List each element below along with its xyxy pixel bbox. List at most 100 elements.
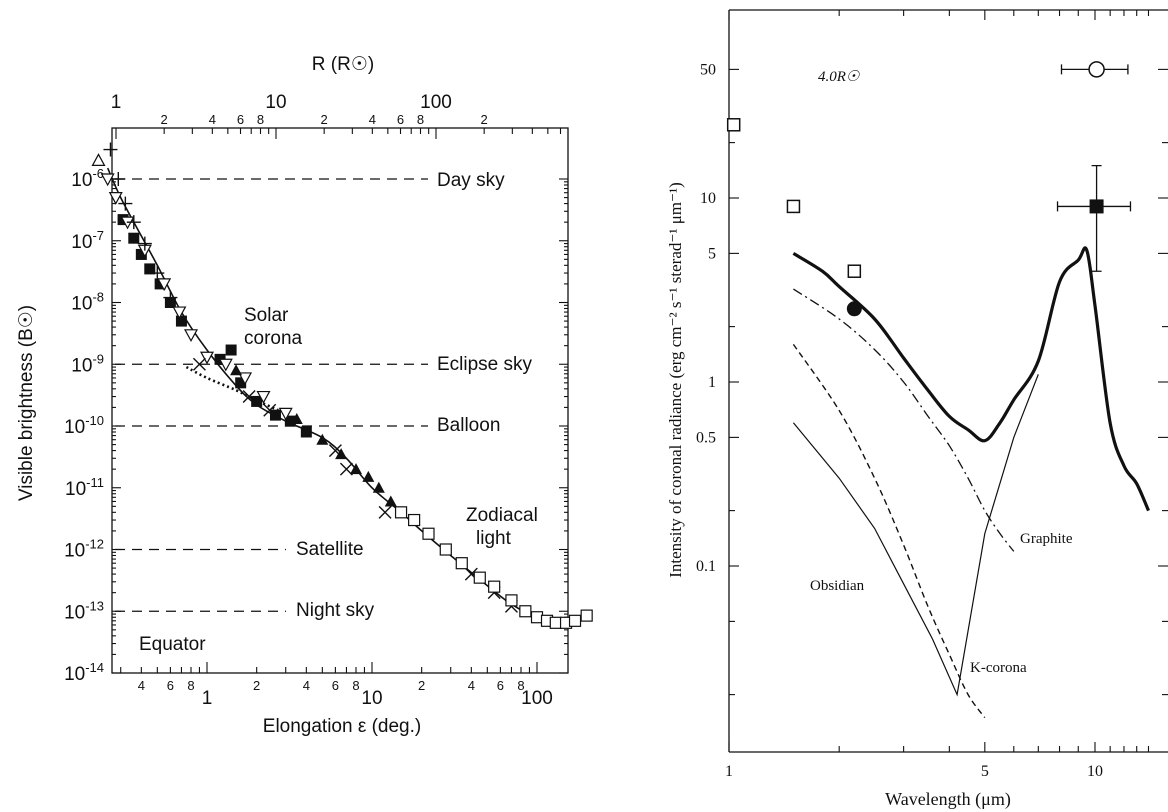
data-point-open-square — [408, 513, 421, 527]
data-point-plus — [163, 290, 178, 305]
data-point-open-square — [580, 609, 593, 622]
error-bar-y — [1091, 164, 1102, 272]
top-minor-tick-label: 4 — [369, 112, 376, 127]
right-marks: 0.1 0.5 1 5 10 50 1 5 10 — [696, 10, 1168, 780]
right-y-tick-label: 0.5 — [696, 429, 716, 446]
data-point-filled-square — [128, 232, 140, 244]
data-point-filled-triangle — [350, 463, 363, 475]
data-point-open-square — [786, 199, 801, 214]
data-point-open-square — [422, 527, 435, 540]
data-point-plus — [126, 215, 141, 230]
ref-label-satellite: Satellite — [296, 539, 364, 560]
data-point-open-square — [455, 557, 468, 570]
data-point-filled-triangle — [290, 412, 303, 424]
top-major-tick-label: 10 — [265, 92, 286, 113]
data-point-filled-square — [175, 315, 187, 327]
data-point-open-square — [473, 571, 486, 584]
data-point-open-square — [439, 543, 452, 556]
data-point-open-triangle — [238, 372, 253, 386]
x-minor-tick-label: 2 — [253, 678, 260, 693]
y-tick-label: 10-12 — [64, 537, 104, 562]
x-minor-tick-label: 4 — [138, 678, 145, 693]
data-point-filled-square — [144, 263, 156, 275]
data-point-open-square — [549, 616, 562, 629]
annotation-light: light — [476, 528, 512, 549]
data-point-plus — [137, 236, 152, 251]
data-point-plus — [150, 266, 165, 281]
right-y-axis-label: Intensity of coronal radiance (erg cm⁻² … — [666, 182, 685, 578]
data-point-cross — [242, 390, 256, 404]
series-line-k-corona — [792, 344, 986, 719]
x-minor-tick-label: 2 — [418, 678, 425, 693]
data-point-open-square — [519, 605, 532, 618]
annotation-zodiacal: Zodiacal — [466, 505, 538, 526]
y-tick-label: 10-11 — [65, 475, 104, 500]
data-point-filled-square — [251, 395, 263, 407]
y-tick-label: 10-7 — [71, 228, 104, 253]
data-point-open-triangle — [278, 407, 293, 421]
x-major-tick-label: 100 — [521, 688, 553, 709]
x-major-tick-label: 10 — [361, 688, 382, 709]
x-minor-tick-label: 8 — [187, 678, 194, 693]
annotation-solar: Solar — [244, 305, 289, 326]
top-minor-tick-label: 2 — [481, 112, 488, 127]
top-minor-tick-label: 2 — [161, 112, 168, 127]
right-chart: 0.1 0.5 1 5 10 50 1 5 10 4.0R☉ Obsidian K-corona… — [666, 9, 1168, 810]
annotation-corona: corona — [244, 328, 303, 349]
series-label-graphite: Graphite — [1020, 531, 1073, 547]
y-tick-label: 10-8 — [71, 290, 104, 315]
top-major-tick-label: 100 — [420, 92, 452, 113]
right-x-tick-label: 1 — [725, 763, 733, 780]
data-point-cross — [339, 462, 353, 476]
y-tick-label: 10-10 — [64, 413, 104, 438]
data-point-open-square — [530, 611, 544, 624]
top-minor-tick-label: 8 — [257, 112, 264, 127]
y-tick-label: 10-9 — [71, 351, 104, 376]
data-point-open-circle — [1088, 61, 1105, 78]
data-point-filled-triangle — [335, 448, 348, 460]
data-point-open-triangle — [256, 390, 271, 404]
x-minor-tick-label: 6 — [497, 678, 504, 693]
x-minor-tick-label: 4 — [303, 678, 310, 693]
left-x-axis-label: Elongation ε (deg.) — [263, 716, 421, 737]
right-annotation-radius: 4.0R☉ — [818, 69, 860, 85]
data-point-open-square — [726, 118, 741, 132]
data-point-filled-square — [1089, 199, 1104, 214]
ref-label-eclipse-sky: Eclipse sky — [437, 354, 533, 375]
annotation-equator: Equator — [139, 634, 206, 655]
data-point-open-triangle — [183, 329, 199, 343]
data-point-open-triangle — [172, 306, 187, 320]
data-point-open-square — [847, 264, 862, 278]
right-y-tick-label: 0.1 — [696, 558, 716, 575]
x-minor-tick-label: 6 — [332, 678, 339, 693]
data-point-open-square — [394, 506, 408, 519]
series-line-total — [792, 246, 1150, 512]
top-minor-tick-label: 2 — [321, 112, 328, 127]
data-point-open-square — [488, 580, 501, 593]
x-minor-tick-label: 4 — [468, 678, 475, 693]
data-point-open-triangle-up — [91, 153, 106, 167]
data-point-open-triangle — [100, 173, 115, 187]
data-point-open-square — [505, 594, 518, 607]
data-point-filled-triangle — [362, 470, 375, 482]
ref-label-balloon: Balloon — [437, 415, 500, 436]
data-point-cross — [192, 357, 206, 371]
data-point-filled-square — [300, 426, 312, 438]
data-point-plus — [111, 172, 126, 186]
top-minor-tick-label: 6 — [237, 112, 244, 127]
series-label-obsidian: Obsidian — [810, 578, 865, 594]
x-minor-tick-label: 6 — [167, 678, 174, 693]
data-point-open-triangle — [199, 351, 215, 365]
top-major-tick-label: 1 — [111, 92, 122, 113]
data-point-cross — [263, 403, 277, 417]
top-axis-label: R (R☉) — [312, 54, 374, 75]
data-point-open-triangle — [218, 358, 233, 372]
ref-label-night-sky: Night sky — [296, 600, 375, 621]
series-line-graphite — [793, 288, 1015, 552]
data-point-filled-triangle — [372, 481, 385, 493]
data-point-filled-square — [154, 278, 166, 290]
right-y-tick-label: 1 — [708, 374, 716, 391]
data-point-cross — [378, 505, 392, 519]
right-y-tick-label: 10 — [700, 190, 716, 207]
